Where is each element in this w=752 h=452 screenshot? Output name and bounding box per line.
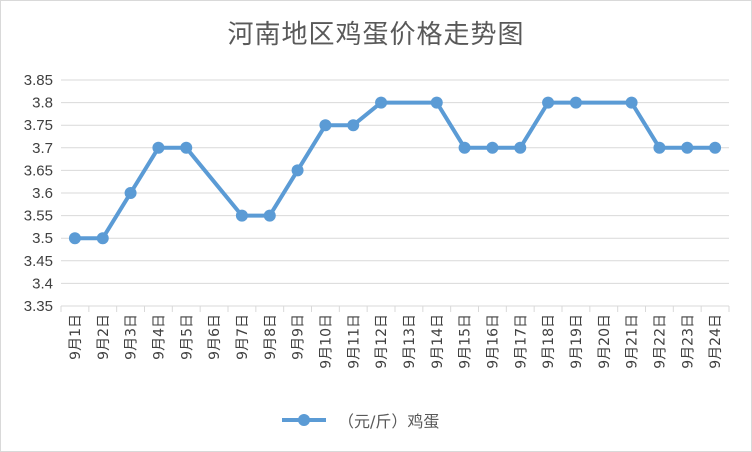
x-tick-label: 9月11日 — [346, 314, 362, 369]
legend: （元/斤）鸡蛋 — [282, 408, 439, 432]
x-tick-label: 9月3日 — [124, 314, 140, 360]
data-point — [347, 119, 360, 132]
x-tick-label: 9月5日 — [179, 314, 195, 360]
series-layer — [68, 96, 722, 245]
x-axis-ticks: 9月1日 9月2日 9月3日 9月4日 9月5日 9月6日 9月7日 9月8日 9月9日 9月10… — [60, 306, 730, 369]
data-point — [569, 96, 582, 109]
data-point — [96, 232, 109, 245]
y-tick-label: 3.85 — [24, 72, 53, 89]
data-point — [709, 141, 722, 154]
x-tick-label: 9月24日 — [708, 314, 724, 369]
y-tick-label: 3.7 — [32, 140, 53, 157]
x-tick-label: 9月6日 — [207, 314, 223, 360]
data-point — [486, 141, 499, 154]
gridlines — [61, 79, 729, 307]
x-tick-label: 9月16日 — [485, 314, 501, 369]
data-point — [430, 96, 443, 109]
y-axis-ticks: 3.35 3.4 3.45 3.5 3.55 3.6 3.65 3.7 3.75 3.8 3.85 — [24, 72, 53, 315]
data-point — [152, 141, 165, 154]
x-tick-label: 9月20日 — [597, 314, 613, 369]
data-point — [68, 232, 81, 245]
x-tick-label: 9月23日 — [680, 314, 696, 369]
x-tick-label: 9月13日 — [402, 314, 418, 369]
data-point — [375, 96, 388, 109]
x-tick-label: 9月1日 — [68, 314, 84, 360]
data-point — [263, 209, 276, 222]
x-tick-label: 9月7日 — [235, 314, 251, 360]
data-point — [180, 141, 193, 154]
x-tick-label: 9月14日 — [430, 314, 446, 369]
x-tick-label: 9月8日 — [263, 314, 279, 360]
x-tick-label: 9月22日 — [652, 314, 668, 369]
data-point — [542, 96, 555, 109]
y-tick-label: 3.55 — [24, 208, 53, 225]
data-point — [124, 187, 137, 199]
data-point — [625, 96, 638, 109]
x-tick-label: 9月9日 — [291, 314, 307, 360]
x-tick-label: 9月4日 — [151, 314, 167, 360]
y-tick-label: 3.5 — [32, 230, 53, 247]
chart-title: 河南地区鸡蛋价格走势图 — [227, 20, 525, 50]
data-point — [319, 119, 332, 132]
y-tick-label: 3.8 — [32, 95, 53, 112]
y-tick-label: 3.65 — [24, 162, 53, 179]
y-tick-label: 3.45 — [24, 253, 53, 270]
data-point — [514, 141, 527, 154]
x-tick-label: 9月2日 — [96, 314, 112, 360]
legend-label: （元/斤）鸡蛋 — [338, 412, 440, 431]
data-point — [681, 141, 694, 154]
x-tick-label: 9月10日 — [318, 314, 334, 369]
y-tick-label: 3.35 — [24, 298, 53, 315]
x-tick-label: 9月15日 — [458, 314, 474, 369]
x-tick-label: 9月21日 — [625, 314, 641, 369]
y-tick-label: 3.6 — [32, 185, 53, 202]
legend-dot — [298, 414, 310, 426]
legend-marker — [282, 410, 326, 430]
x-tick-label: 9月19日 — [569, 314, 585, 369]
data-point — [458, 141, 471, 154]
data-point — [653, 141, 666, 154]
data-point — [291, 164, 304, 177]
y-tick-label: 3.75 — [24, 117, 53, 134]
x-tick-label: 9月17日 — [513, 314, 529, 369]
x-tick-label: 9月18日 — [541, 314, 557, 369]
x-tick-label: 9月12日 — [374, 314, 390, 369]
y-tick-label: 3.4 — [32, 275, 53, 292]
data-point — [235, 209, 248, 222]
